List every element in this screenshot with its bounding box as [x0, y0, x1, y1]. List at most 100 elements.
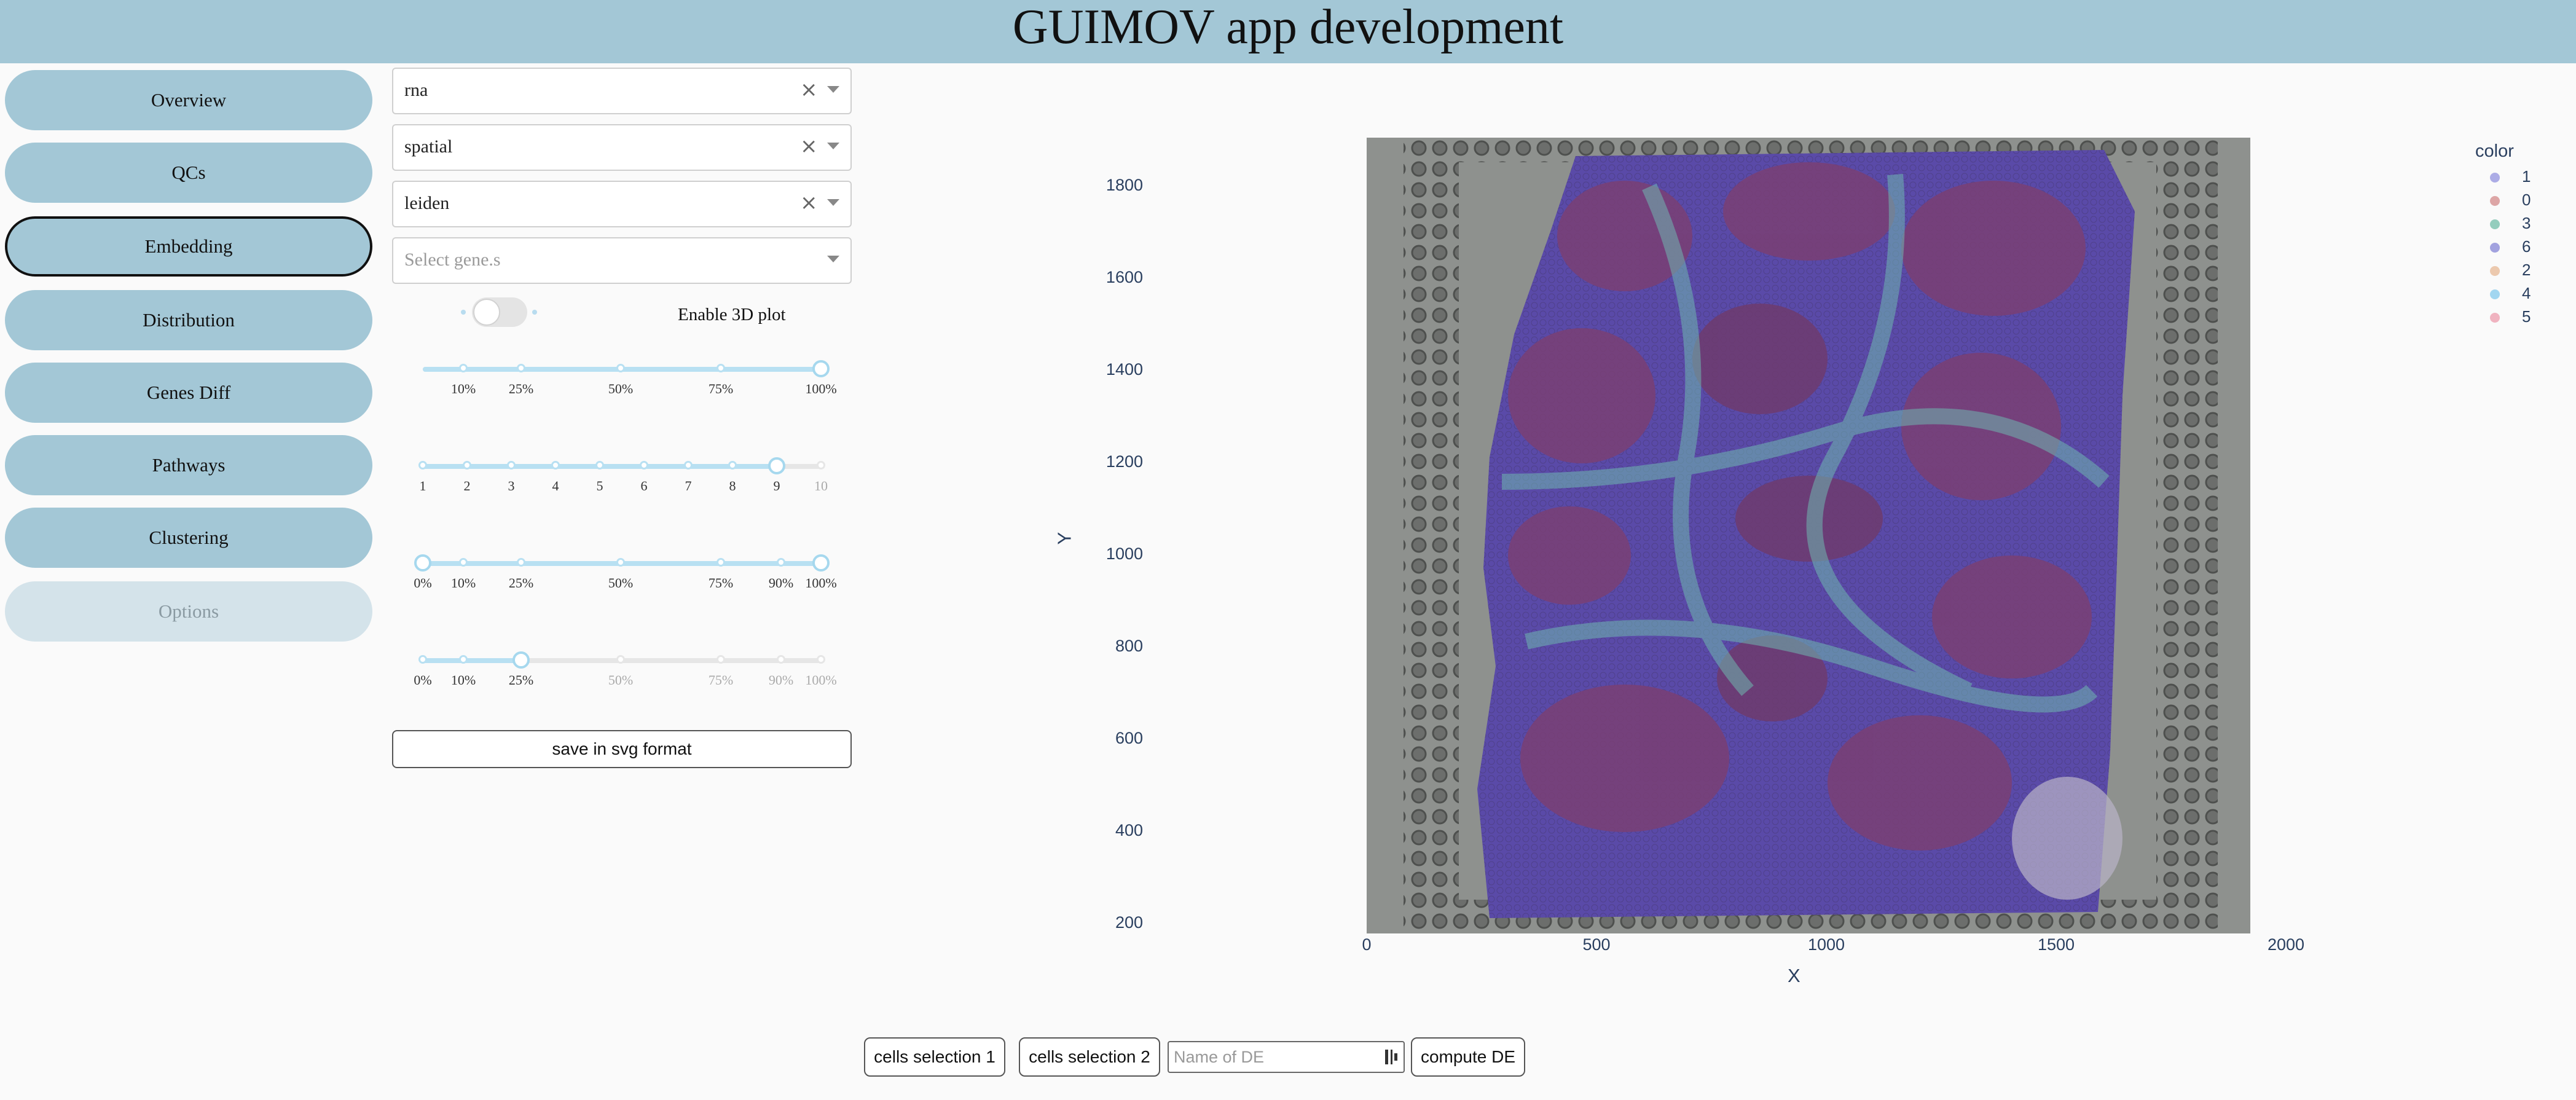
app-title: GUIMOV app development: [1012, 0, 1564, 54]
slider-dot[interactable]: [728, 461, 737, 469]
slider-mark: 100%: [805, 381, 837, 396]
y-axis-title: Y: [1053, 532, 1075, 545]
slider-handle[interactable]: [812, 360, 830, 377]
point-count-slider[interactable]: 1 2 3 4 5 6 7 8 9 10: [418, 457, 828, 500]
slider-dot[interactable]: [817, 655, 825, 664]
nav-overview-button[interactable]: Overview: [5, 70, 372, 130]
slider-mark: 90%: [768, 575, 794, 591]
slider-dot[interactable]: [777, 655, 785, 664]
slider-dot[interactable]: [616, 655, 625, 664]
slider-mark: 90%: [768, 672, 794, 688]
nav-genes-diff-button[interactable]: Genes Diff: [5, 363, 372, 423]
nav-embedding-button[interactable]: Embedding: [5, 216, 372, 277]
slider-dot[interactable]: [640, 461, 648, 469]
legend-label: 0: [2522, 191, 2531, 209]
slider-mark: 3: [508, 478, 515, 493]
range-slider[interactable]: 0% 10% 25% 50% 75% 90% 100%: [414, 554, 837, 597]
nav-pathways-button[interactable]: Pathways: [5, 435, 372, 495]
slider-dot[interactable]: [459, 655, 468, 664]
slider-mark: 50%: [608, 575, 634, 591]
chevron-down-icon[interactable]: [827, 256, 839, 262]
slider-handle[interactable]: [768, 457, 785, 474]
slider-mark: 10%: [450, 575, 476, 591]
slider-mark: 10%: [450, 672, 476, 688]
slider-mark: 25%: [508, 575, 534, 591]
slider-dot[interactable]: [459, 364, 468, 372]
slider-mark: 50%: [608, 672, 634, 688]
slider-dot[interactable]: [463, 461, 471, 469]
tissue-image[interactable]: [1367, 138, 2250, 933]
slider-dot[interactable]: [817, 461, 825, 469]
embedding-select[interactable]: spatial ×: [392, 124, 852, 171]
y-tick: 200: [1115, 913, 1143, 932]
slider-handle[interactable]: [512, 651, 530, 669]
slider-dot[interactable]: [777, 558, 785, 567]
slider-dot[interactable]: [459, 558, 468, 567]
cells-selection-2-button[interactable]: cells selection 2: [1019, 1037, 1160, 1077]
slider-mark: 2: [463, 478, 471, 493]
nav-distribution-button[interactable]: Distribution: [5, 290, 372, 350]
nav-label: Genes Diff: [146, 382, 231, 403]
nav-clustering-button[interactable]: Clustering: [5, 508, 372, 568]
chevron-down-icon[interactable]: [827, 86, 839, 93]
de-name-input[interactable]: [1168, 1041, 1405, 1073]
slider-mark: 75%: [708, 575, 734, 591]
select-placeholder: Select gene.s: [404, 249, 501, 270]
slider-dot[interactable]: [517, 558, 525, 567]
x-tick: 2000: [2267, 935, 2305, 954]
y-tick: 800: [1115, 637, 1143, 655]
clear-icon[interactable]: ×: [800, 134, 818, 159]
clear-icon[interactable]: ×: [800, 191, 818, 215]
modality-select[interactable]: rna ×: [392, 68, 852, 114]
slider-handle-min[interactable]: [414, 554, 431, 572]
y-tick: 1800: [1105, 176, 1143, 194]
legend-swatch: [2490, 196, 2500, 206]
slider-mark: 0%: [414, 575, 432, 591]
slider-dot[interactable]: [717, 558, 725, 567]
x-tick: 1000: [1807, 935, 1845, 954]
slider-dot[interactable]: [418, 461, 427, 469]
select-value: leiden: [404, 193, 450, 213]
password-manager-icon[interactable]: [1384, 1047, 1399, 1067]
opacity-slider[interactable]: 0% 10% 25% 50% 75% 90% 100%: [414, 651, 837, 694]
clear-icon[interactable]: ×: [800, 77, 818, 102]
chevron-down-icon[interactable]: [827, 143, 839, 149]
nav-qcs-button[interactable]: QCs: [5, 143, 372, 203]
slider-dot[interactable]: [507, 461, 516, 469]
legend-swatch: [2490, 313, 2500, 323]
genes-select[interactable]: Select gene.s: [392, 237, 852, 284]
legend-swatch: [2490, 266, 2500, 276]
enable-3d-toggle[interactable]: [460, 295, 537, 329]
slider-dot[interactable]: [717, 364, 725, 372]
slider-dot[interactable]: [616, 364, 625, 372]
slider-mark: 25%: [508, 381, 534, 396]
point-size-slider[interactable]: 10% 25% 50% 75% 100%: [423, 360, 837, 403]
slider-dot[interactable]: [616, 558, 625, 567]
legend-label: 5: [2522, 307, 2531, 326]
slider-handle-max[interactable]: [812, 554, 830, 572]
color-by-select[interactable]: leiden ×: [392, 181, 852, 227]
slider-dot[interactable]: [684, 461, 693, 469]
compute-de-button[interactable]: compute DE: [1411, 1037, 1525, 1077]
slider-mark: 100%: [805, 575, 837, 591]
save-svg-button[interactable]: save in svg format: [392, 730, 852, 768]
slider-fill: [423, 658, 521, 663]
slider-mark: 4: [552, 478, 559, 493]
y-tick: 400: [1115, 821, 1143, 839]
slider-dot[interactable]: [517, 364, 525, 372]
nav-label: Embedding: [144, 235, 233, 257]
toggle-dot: [461, 310, 466, 315]
slider-dot[interactable]: [418, 655, 427, 664]
slider-dot[interactable]: [717, 655, 725, 664]
toggle-dot: [532, 310, 537, 315]
legend-label: 2: [2522, 261, 2531, 279]
cells-selection-1-button[interactable]: cells selection 1: [864, 1037, 1005, 1077]
enable-3d-label: Enable 3D plot: [678, 305, 786, 324]
x-tick: 500: [1582, 935, 1611, 954]
slider-dot[interactable]: [551, 461, 560, 469]
chevron-down-icon[interactable]: [827, 199, 839, 206]
legend-label: 4: [2522, 284, 2531, 302]
slider-dot[interactable]: [595, 461, 604, 469]
y-tick: 1000: [1105, 544, 1143, 563]
slider-mark: 0%: [414, 672, 432, 688]
